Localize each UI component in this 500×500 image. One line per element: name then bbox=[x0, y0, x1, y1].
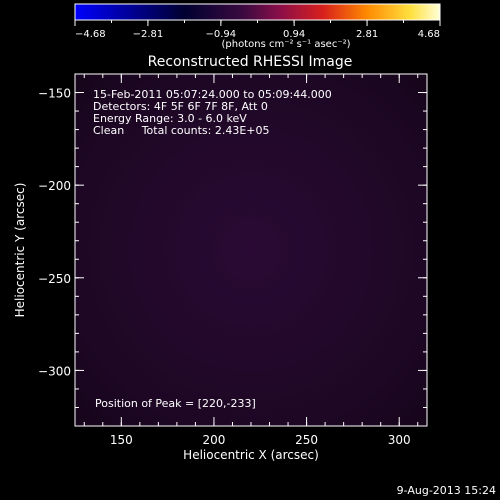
x-tick-label: 200 bbox=[202, 433, 225, 447]
x-axis-label: Heliocentric X (arcsec) bbox=[183, 448, 319, 462]
x-tick-label: 300 bbox=[388, 433, 411, 447]
colorbar-tick-label: 2.81 bbox=[356, 29, 378, 40]
colorbar-tick-label: −4.68 bbox=[75, 29, 106, 40]
colorbar-tick-label: −0.94 bbox=[206, 29, 237, 40]
y-tick-label: −150 bbox=[38, 87, 71, 101]
colorbar-tick-label: −2.81 bbox=[133, 29, 164, 40]
colorbar-ticks: −4.68 −2.81 −0.94 0.94 2.81 4.68 bbox=[74, 20, 441, 40]
y-axis-label: Heliocentric Y (arcsec) bbox=[13, 183, 27, 318]
x-tick-label: 150 bbox=[110, 433, 133, 447]
chart-title: Reconstructed RHESSI Image bbox=[148, 54, 353, 70]
footer-date: 9-Aug-2013 15:24 bbox=[397, 484, 496, 497]
colorbar-unit-label: (photons cm⁻² s⁻¹ asec⁻²) bbox=[221, 39, 350, 50]
annotation-time-range: 15-Feb-2011 05:07:24.000 to 05:09:44.000 bbox=[93, 88, 332, 101]
colorbar-tick-label: 0.94 bbox=[283, 29, 305, 40]
peak-position-label: Position of Peak = [220,-233] bbox=[95, 397, 256, 410]
colorbar bbox=[74, 3, 441, 21]
y-tick-label: −300 bbox=[38, 364, 71, 378]
y-tick-label: −250 bbox=[38, 272, 71, 286]
y-tick-label: −200 bbox=[38, 179, 71, 193]
heatmap-image bbox=[75, 74, 427, 426]
colorbar-tick-label: 4.68 bbox=[418, 29, 440, 40]
x-tick-label: 250 bbox=[295, 433, 318, 447]
annotation-total-counts: Clean Total counts: 2.43E+05 bbox=[93, 124, 270, 137]
annotation-energy-range: Energy Range: 3.0 - 6.0 keV bbox=[93, 112, 247, 125]
annotation-detectors: Detectors: 4F 5F 6F 7F 8F, Att 0 bbox=[93, 100, 268, 113]
axis-ticks: 150 200 250 300 −150 −200 −250 −300 bbox=[38, 73, 427, 447]
